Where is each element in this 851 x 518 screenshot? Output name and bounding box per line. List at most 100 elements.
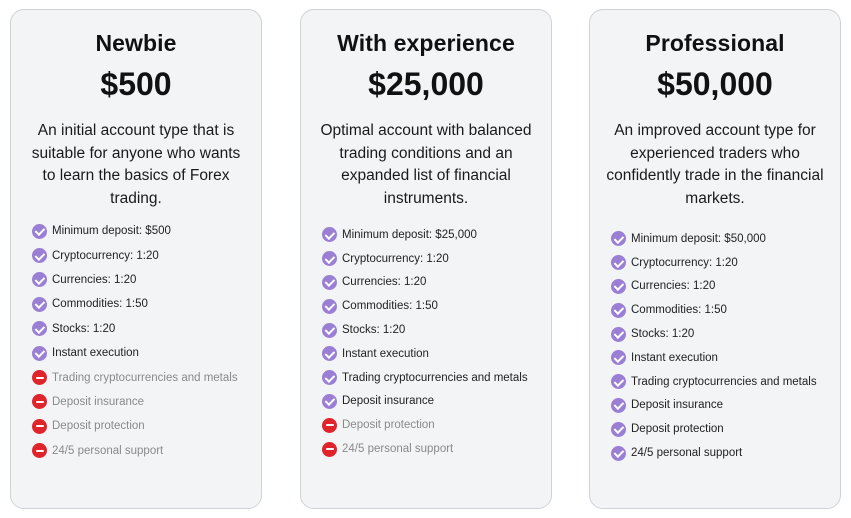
plan-card-professional: Professional $50,000 An improved account…	[589, 9, 841, 509]
feature-label: Trading cryptocurrencies and metals	[342, 371, 528, 384]
feature-item: Deposit insurance	[32, 390, 253, 414]
feature-item: Deposit protection	[322, 413, 543, 437]
check-icon	[32, 248, 47, 264]
feature-label: Minimum deposit: $500	[52, 225, 171, 238]
feature-label: 24/5 personal support	[631, 447, 743, 460]
feature-item: Deposit insurance	[322, 390, 543, 414]
minus-icon	[322, 441, 337, 457]
feature-label: Cryptocurrency: 1:20	[52, 249, 159, 262]
check-icon	[322, 274, 337, 290]
feature-label: Currencies: 1:20	[342, 276, 427, 289]
feature-item: Instant execution	[32, 341, 253, 365]
feature-item: Cryptocurrency: 1:20	[322, 247, 543, 271]
feature-label: Deposit protection	[52, 420, 145, 433]
feature-list: Minimum deposit: $25,000 Cryptocurrency: …	[322, 223, 543, 461]
feature-list: Minimum deposit: $500 Cryptocurrency: 1:2…	[32, 219, 253, 463]
feature-item: Trading cryptocurrencies and metals	[611, 370, 832, 394]
check-icon	[611, 445, 626, 461]
plan-card-newbie: Newbie $500 An initial account type that…	[10, 9, 262, 509]
feature-label: Commodities: 1:50	[631, 304, 727, 317]
feature-label: Stocks: 1:20	[631, 328, 695, 341]
feature-item: Cryptocurrency: 1:20	[611, 251, 832, 275]
feature-label: Trading cryptocurrencies and metals	[631, 375, 817, 388]
feature-label: Minimum deposit: $50,000	[631, 232, 766, 245]
feature-item: Trading cryptocurrencies and metals	[322, 366, 543, 390]
feature-label: Commodities: 1:50	[52, 298, 148, 311]
check-icon	[611, 397, 626, 413]
plan-title: Newbie	[95, 30, 177, 56]
check-icon	[32, 272, 47, 288]
check-icon	[322, 322, 337, 338]
feature-item: Currencies: 1:20	[322, 271, 543, 295]
feature-label: Commodities: 1:50	[342, 300, 438, 313]
plan-title: Professional	[645, 30, 785, 56]
plan-description: An initial account type that is suitable…	[31, 122, 241, 207]
minus-icon	[32, 418, 47, 434]
minus-icon	[32, 370, 47, 386]
check-icon	[322, 370, 337, 386]
check-icon	[322, 346, 337, 362]
feature-label: Deposit insurance	[342, 395, 435, 408]
check-icon	[32, 223, 47, 239]
feature-label: Deposit protection	[631, 423, 724, 436]
feature-label: Deposit protection	[342, 419, 435, 432]
minus-icon	[322, 417, 337, 433]
plan-price: $25,000	[368, 66, 484, 102]
plan-price: $500	[100, 66, 172, 102]
feature-label: Cryptocurrency: 1:20	[342, 252, 449, 265]
plan-description: Optimal account with balanced trading co…	[320, 122, 532, 207]
plan-card-with-experience: With experience $25,000 Optimal account …	[300, 9, 552, 509]
check-icon	[611, 421, 626, 437]
feature-label: Deposit insurance	[631, 399, 724, 412]
feature-label: Instant execution	[342, 347, 429, 360]
feature-label: Stocks: 1:20	[52, 322, 116, 335]
plan-price: $50,000	[657, 66, 773, 102]
feature-label: Instant execution	[631, 351, 718, 364]
check-icon	[611, 302, 626, 318]
feature-item: Minimum deposit: $50,000	[611, 227, 832, 251]
check-icon	[611, 255, 626, 271]
feature-item: Stocks: 1:20	[322, 318, 543, 342]
feature-label: 24/5 personal support	[52, 444, 164, 457]
check-icon	[32, 296, 47, 312]
minus-icon	[32, 394, 47, 410]
feature-label: 24/5 personal support	[342, 443, 454, 456]
minus-icon	[32, 443, 47, 459]
check-icon	[32, 345, 47, 361]
feature-item: Instant execution	[611, 346, 832, 370]
plan-description: An improved account type for experienced…	[606, 122, 824, 207]
check-icon	[32, 321, 47, 337]
feature-label: Currencies: 1:20	[631, 280, 716, 293]
feature-item: Deposit protection	[32, 414, 253, 438]
feature-item: Deposit insurance	[611, 394, 832, 418]
feature-item: Currencies: 1:20	[32, 268, 253, 292]
plan-title: With experience	[337, 30, 515, 56]
feature-label: Instant execution	[52, 347, 139, 360]
feature-item: Stocks: 1:20	[611, 322, 832, 346]
feature-item: Instant execution	[322, 342, 543, 366]
feature-item: Trading cryptocurrencies and metals	[32, 365, 253, 389]
feature-label: Deposit insurance	[52, 395, 145, 408]
feature-list: Minimum deposit: $50,000 Cryptocurrency: …	[611, 227, 832, 465]
feature-item: Currencies: 1:20	[611, 275, 832, 299]
feature-item: Commodities: 1:50	[32, 292, 253, 316]
feature-label: Trading cryptocurrencies and metals	[52, 371, 238, 384]
feature-item: Cryptocurrency: 1:20	[32, 243, 253, 267]
feature-label: Stocks: 1:20	[342, 324, 406, 337]
check-icon	[322, 393, 337, 409]
check-icon	[611, 350, 626, 366]
feature-label: Minimum deposit: $25,000	[342, 228, 477, 241]
feature-item: Minimum deposit: $500	[32, 219, 253, 243]
feature-item: 24/5 personal support	[322, 437, 543, 461]
feature-item: Deposit protection	[611, 417, 832, 441]
feature-item: Commodities: 1:50	[611, 298, 832, 322]
feature-item: Stocks: 1:20	[32, 317, 253, 341]
feature-item: Minimum deposit: $25,000	[322, 223, 543, 247]
check-icon	[322, 298, 337, 314]
check-icon	[611, 374, 626, 390]
check-icon	[611, 231, 626, 247]
feature-item: 24/5 personal support	[32, 439, 253, 463]
check-icon	[322, 251, 337, 267]
feature-label: Cryptocurrency: 1:20	[631, 256, 738, 269]
